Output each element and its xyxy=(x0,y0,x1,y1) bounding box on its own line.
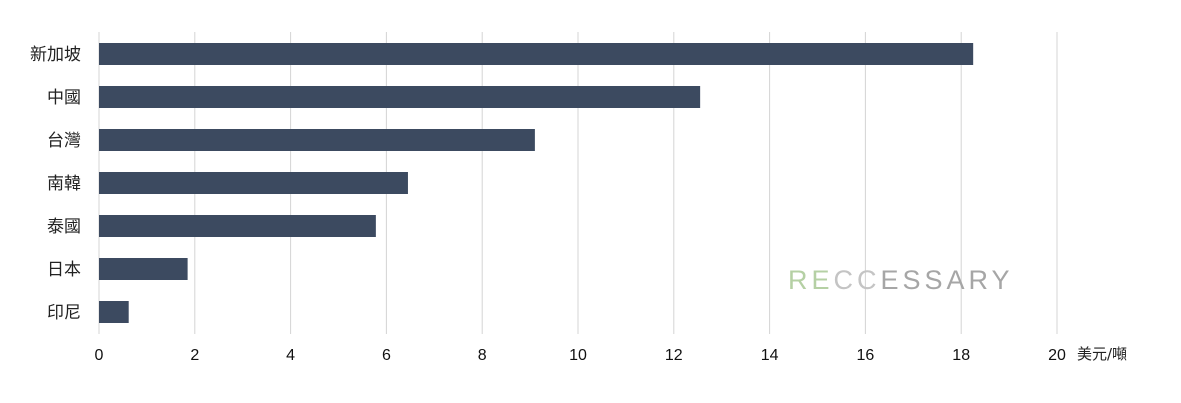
x-tick-label: 16 xyxy=(857,347,875,364)
reccessary-watermark: RECCESSARY xyxy=(788,265,1014,295)
x-tick-label: 4 xyxy=(286,347,295,364)
watermark-part: ESSARY xyxy=(881,265,1014,295)
bar-0 xyxy=(99,43,974,65)
bar-2 xyxy=(99,129,535,151)
x-tick-label: 18 xyxy=(952,347,970,364)
x-tick-label: 8 xyxy=(478,347,487,364)
watermark-part: CC xyxy=(834,265,881,295)
bars xyxy=(99,43,974,323)
x-tick-label: 12 xyxy=(665,347,683,364)
x-tick-label: 20 xyxy=(1048,347,1066,364)
x-tick-label: 14 xyxy=(761,347,779,364)
bar-1 xyxy=(99,86,701,108)
x-axis-unit-label: 美元/噸 xyxy=(1077,345,1127,363)
bar-3 xyxy=(99,172,408,194)
category-label: 日本 xyxy=(47,260,81,280)
x-tick-label: 10 xyxy=(569,347,587,364)
watermark-part: RE xyxy=(788,265,834,295)
x-tick-label: 2 xyxy=(190,347,199,364)
bar-5 xyxy=(99,258,188,280)
x-tick-label: 0 xyxy=(95,347,104,364)
x-axis-tick-labels: 0 2 4 6 8 10 12 14 16 18 20 xyxy=(95,347,1066,364)
category-label: 台灣 xyxy=(47,131,81,151)
category-label: 南韓 xyxy=(47,174,81,194)
grid-lines xyxy=(98,32,1058,334)
category-label: 中國 xyxy=(47,88,81,108)
category-label: 泰國 xyxy=(47,217,81,237)
category-label: 新加坡 xyxy=(30,45,81,65)
category-label: 印尼 xyxy=(47,303,81,323)
bar-4 xyxy=(99,215,376,237)
bar-6 xyxy=(99,301,129,323)
x-tick-label: 6 xyxy=(382,347,391,364)
